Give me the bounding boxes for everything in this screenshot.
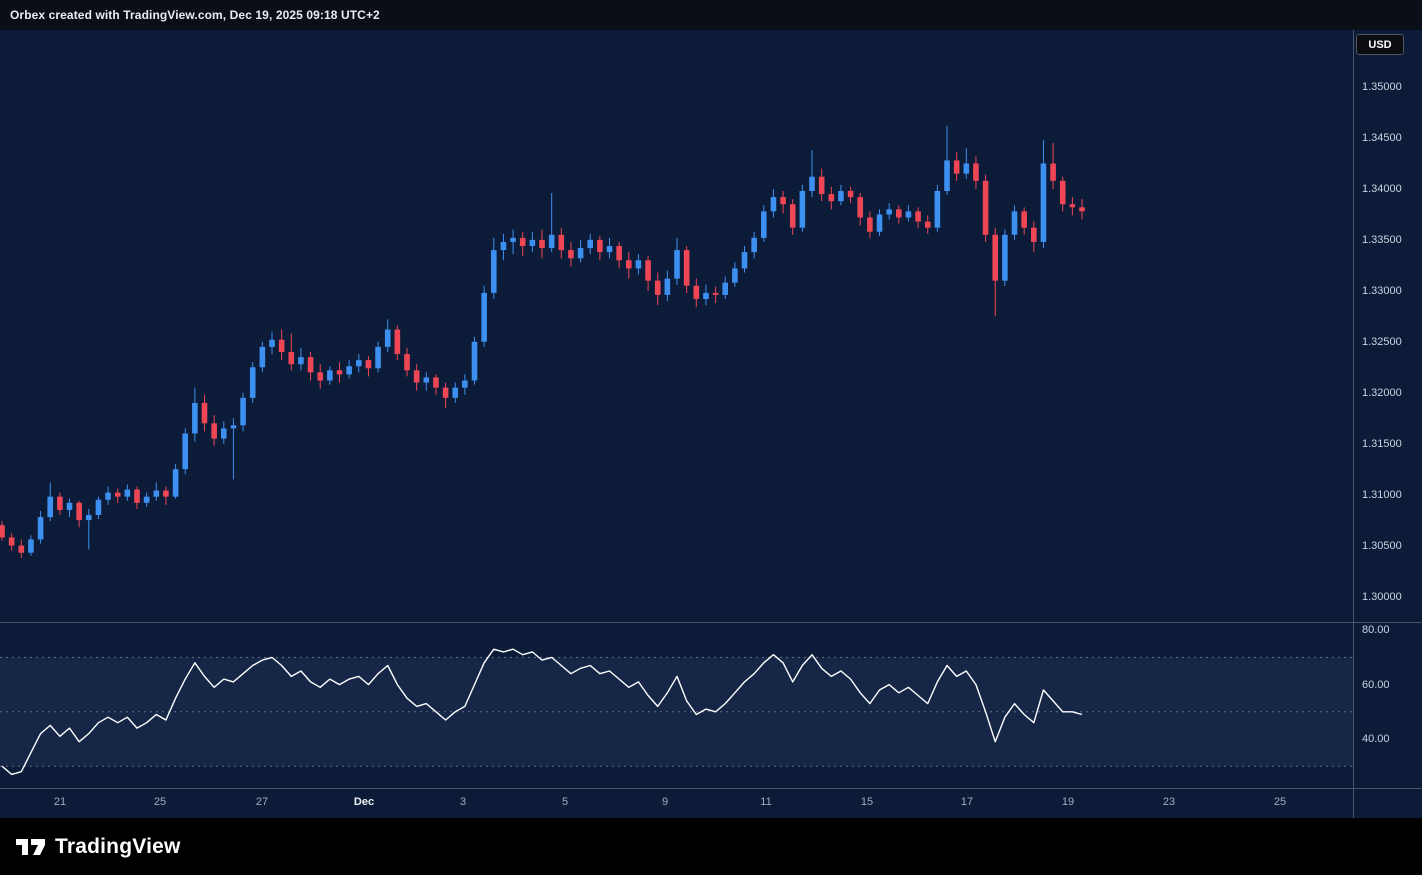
time-tick-label: Dec xyxy=(353,796,375,808)
price-tick-label: 1.33000 xyxy=(1362,284,1402,297)
time-tick-label: 17 xyxy=(960,796,974,808)
time-tick-label: 5 xyxy=(561,796,569,808)
time-tick-label: 3 xyxy=(459,796,467,808)
footer-bar: TradingView xyxy=(0,818,1422,875)
price-tick-label: 40.00 xyxy=(1362,733,1390,746)
price-tick-label: 1.31000 xyxy=(1362,488,1402,501)
price-tick-label: 1.32000 xyxy=(1362,386,1402,399)
chart-area[interactable]: USD 1.35000 1.34500 1.34000 1.33500 1.33000 1… xyxy=(0,30,1422,818)
price-tick-label: 1.30000 xyxy=(1362,590,1402,603)
time-tick-label: 25 xyxy=(1273,796,1287,808)
price-tick-label: 1.34500 xyxy=(1362,132,1402,144)
time-tick-label: 11 xyxy=(760,796,772,808)
currency-badge[interactable]: USD xyxy=(1356,34,1404,55)
time-tick-label: 27 xyxy=(255,796,269,808)
price-tick-label: 1.35000 xyxy=(1362,81,1402,94)
price-tick-label: 1.30500 xyxy=(1362,539,1402,552)
pane-separator[interactable] xyxy=(0,622,1422,623)
attribution-bar: Orbex created with TradingView.com, Dec … xyxy=(0,0,1422,30)
tradingview-logo[interactable]: TradingView xyxy=(16,834,181,860)
price-axis[interactable]: USD 1.35000 1.34500 1.34000 1.33500 1.33000 1… xyxy=(1354,30,1422,818)
price-axis-separator xyxy=(1353,30,1354,818)
attribution-text: Orbex created with TradingView.com, Dec … xyxy=(10,8,380,22)
price-tick-label: 1.32500 xyxy=(1362,335,1402,348)
price-pane-canvas[interactable] xyxy=(0,30,1353,622)
time-tick-label: 23 xyxy=(1162,796,1176,808)
time-tick-label: 9 xyxy=(661,796,669,808)
tradingview-wordmark: TradingView xyxy=(55,834,181,858)
time-tick-label: 25 xyxy=(153,796,167,808)
price-tick-label: 1.31500 xyxy=(1362,437,1402,450)
price-tick-label: 60.00 xyxy=(1362,678,1390,691)
price-tick-label: 1.33500 xyxy=(1362,233,1402,246)
time-tick-label: 21 xyxy=(53,796,67,808)
tradingview-logo-icon xyxy=(16,838,45,855)
time-tick-label: 15 xyxy=(860,796,874,808)
price-tick-label: 80.00 xyxy=(1362,624,1390,637)
price-tick-label: 1.34000 xyxy=(1362,182,1402,195)
time-axis-separator xyxy=(0,788,1422,789)
time-axis[interactable]: 21 25 27 Dec 3 5 9 11 15 17 19 23 25 xyxy=(0,788,1353,818)
time-tick-label: 19 xyxy=(1061,796,1075,808)
rsi-pane-canvas[interactable] xyxy=(0,622,1353,788)
